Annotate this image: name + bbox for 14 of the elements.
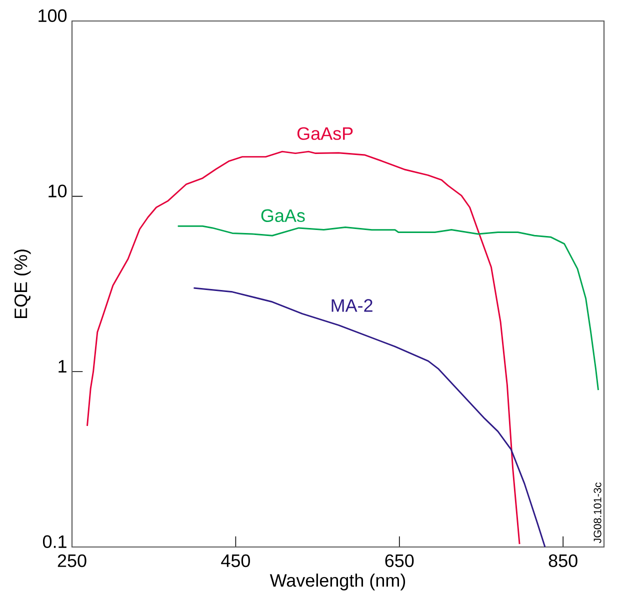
x-axis-title: Wavelength (nm) — [270, 574, 406, 590]
series-label: MA-2 — [332, 299, 372, 312]
y-tick-label: 100 — [38, 9, 67, 22]
x-tick-label: 250 — [58, 554, 86, 568]
y-axis-title: EQE (%) — [14, 250, 31, 318]
series-label: GaAsP — [297, 127, 353, 140]
annotation: JG08.101-3c — [594, 482, 602, 544]
y-tick-label: 0.1 — [42, 535, 66, 548]
y-tick-label: 1 — [58, 360, 66, 373]
series-label: GaAs — [261, 209, 305, 222]
y-tick-label: 10 — [48, 184, 67, 198]
x-tick-label: 850 — [548, 554, 578, 568]
x-tick-label: 650 — [385, 554, 414, 568]
x-tick-label: 450 — [221, 554, 250, 568]
